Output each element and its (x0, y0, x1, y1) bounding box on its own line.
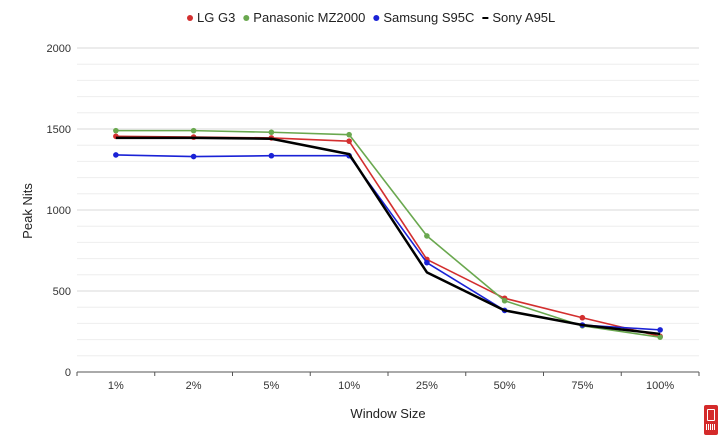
y-tick-label: 2000 (47, 43, 71, 55)
legend-marker (187, 15, 193, 21)
x-tick-label: 2% (186, 380, 202, 392)
legend-item: Panasonic MZ2000 (243, 10, 365, 25)
x-tick-label: 50% (494, 380, 516, 392)
chart-axes: 0 500 1000 1500 2000 1% 2% 5% 10% 25% 50% 75% 100% (47, 43, 700, 392)
data-point (346, 138, 352, 144)
legend-label: Samsung S95C (383, 10, 474, 25)
legend-label: Panasonic MZ2000 (253, 10, 365, 25)
x-tick-label: 10% (338, 380, 360, 392)
series-line (115, 136, 661, 336)
data-point (424, 233, 430, 239)
data-point (501, 297, 508, 304)
series-lg-g3 (113, 133, 663, 340)
series-line (115, 135, 661, 338)
x-tick-label: 100% (646, 380, 674, 392)
y-tick-label: 1000 (47, 205, 71, 217)
x-axis-title: Window Size (350, 406, 425, 421)
series-sony-a95l (115, 136, 661, 336)
legend-marker (373, 15, 380, 21)
y-tick-label: 1500 (47, 124, 71, 136)
watermark-logo-icon (704, 405, 718, 435)
chart-legend: LG G3 Panasonic MZ2000 Samsung S95C Sony A9… (187, 10, 555, 25)
legend-marker (243, 15, 250, 21)
y-tick-label: 500 (53, 286, 71, 298)
y-tick-label: 0 (65, 367, 71, 379)
x-tick-label: 75% (571, 380, 593, 392)
data-point (424, 259, 430, 266)
x-tick-label: 25% (416, 380, 438, 392)
data-point (113, 127, 119, 134)
legend-label: LG G3 (197, 10, 235, 25)
chart-grid (77, 47, 699, 373)
x-tick-label: 5% (263, 380, 279, 392)
legend-item: Sony A95L (482, 10, 555, 25)
data-point (268, 129, 275, 136)
legend-item: LG G3 (187, 10, 235, 25)
legend-item: Samsung S95C (373, 10, 474, 25)
data-point (113, 152, 119, 158)
data-point (268, 152, 275, 159)
x-tick-label: 1% (108, 380, 124, 392)
y-axis-title: Peak Nits (20, 183, 35, 239)
data-point (190, 153, 197, 160)
data-point (190, 127, 197, 134)
series-panasonic-mz2000 (113, 127, 663, 340)
data-point (346, 131, 352, 138)
data-point (657, 334, 663, 340)
chart-series (113, 127, 663, 340)
data-point (579, 314, 586, 321)
legend-label: Sony A95L (492, 10, 555, 25)
data-point (657, 327, 663, 333)
